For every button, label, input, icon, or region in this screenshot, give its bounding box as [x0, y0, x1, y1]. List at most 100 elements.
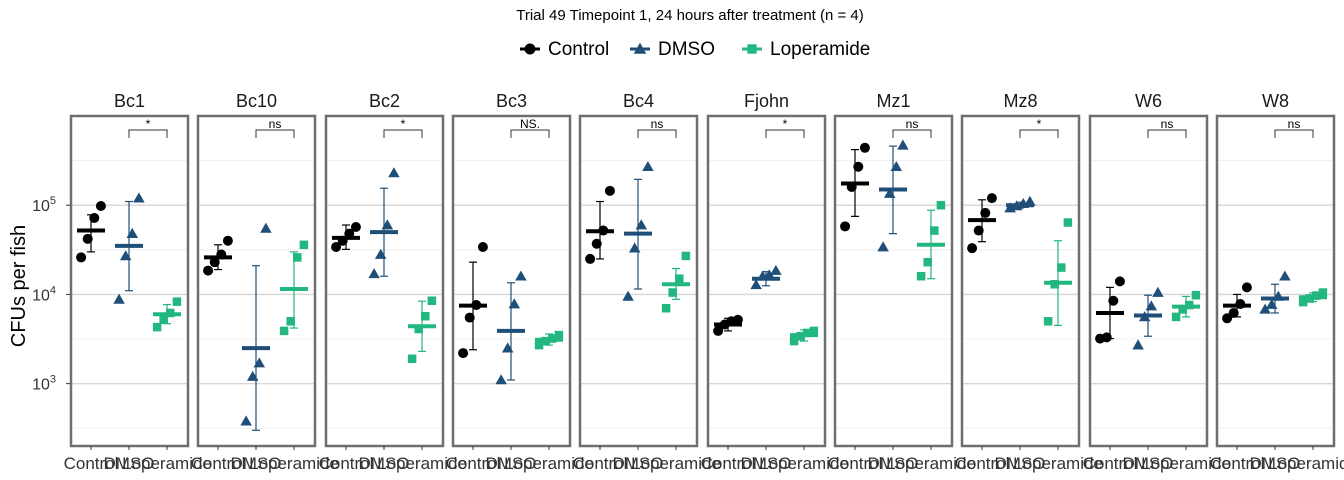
data-point-square — [166, 308, 175, 318]
data-point-circle — [477, 242, 488, 253]
data-point-square — [1050, 280, 1059, 289]
group-control — [1222, 282, 1252, 324]
group-loperamide — [916, 200, 946, 281]
facet-panels: Bc1*ControlDMSOLoperamideBc10nsControlDM… — [64, 91, 1344, 473]
significance-label: NS. — [520, 117, 540, 131]
data-point-circle — [973, 225, 984, 236]
facet-label: Fjohn — [744, 91, 789, 111]
significance-bracket — [1019, 129, 1059, 138]
data-point-circle — [604, 185, 615, 196]
x-tick-label: Control — [64, 454, 119, 473]
legend-label: Control — [548, 39, 609, 60]
data-point-square — [299, 240, 309, 250]
y-axis-label: CFUs per fish — [8, 225, 30, 347]
data-point-square — [1057, 263, 1066, 272]
facet-label: W6 — [1135, 91, 1162, 111]
data-point-square — [803, 328, 812, 338]
x-tick-label: Control — [446, 454, 501, 473]
legend: Control DMSO Loperamide — [520, 39, 870, 60]
x-tick-label: Control — [955, 454, 1010, 473]
group-dmso — [495, 270, 527, 385]
data-point-square — [427, 296, 437, 305]
x-tick-label: DMSO — [359, 454, 410, 473]
x-tick-label: Loperamide — [759, 454, 849, 473]
significance-label: * — [401, 117, 406, 131]
x-tick-label: DMSO — [486, 454, 537, 473]
data-point-triangle — [770, 264, 782, 275]
data-point-circle — [471, 300, 482, 311]
x-tick-label: DMSO — [104, 454, 155, 473]
y-tick-exponent: 3 — [50, 374, 56, 386]
data-point-triangle — [508, 298, 521, 309]
legend-marker-triangle — [633, 42, 647, 54]
data-point-circle — [464, 312, 475, 323]
data-point-triangle — [877, 241, 889, 252]
group-dmso — [240, 222, 272, 431]
facet-label: Bc2 — [369, 91, 400, 111]
group-loperamide — [152, 297, 182, 332]
data-point-square — [548, 334, 557, 343]
x-tick-label: DMSO — [741, 454, 792, 473]
legend-item-dmso: DMSO — [630, 39, 715, 60]
data-point-triangle — [1138, 311, 1151, 322]
data-point-square — [407, 354, 417, 364]
group-control — [458, 242, 488, 359]
data-point-triangle — [126, 227, 139, 238]
group-control — [713, 314, 743, 336]
data-point-square — [286, 317, 295, 326]
group-control — [1095, 276, 1125, 344]
significance-label: ns — [906, 117, 919, 131]
facet-label: W8 — [1262, 91, 1289, 111]
data-point-circle — [986, 193, 997, 204]
data-point-square — [936, 200, 946, 210]
data-point-square — [293, 253, 302, 262]
facet-label: Bc3 — [496, 91, 527, 111]
x-tick-label: DMSO — [1123, 454, 1174, 473]
data-point-circle — [859, 142, 870, 153]
data-point-triangle — [1152, 286, 1164, 297]
legend-marker-circle — [524, 43, 536, 55]
data-point-triangle — [1132, 339, 1144, 350]
significance-bracket — [510, 129, 550, 138]
data-point-square — [668, 288, 677, 297]
data-point-circle — [209, 257, 220, 268]
x-tick-label: Control — [319, 454, 374, 473]
data-point-square — [1185, 300, 1194, 310]
data-point-triangle — [515, 270, 527, 281]
significance-label: ns — [269, 117, 282, 131]
data-point-square — [414, 324, 423, 334]
data-point-triangle — [119, 250, 132, 261]
y-tick-exponent: 5 — [50, 195, 56, 207]
panel-border — [324, 114, 445, 448]
group-control — [203, 235, 233, 276]
x-tick-label: DMSO — [231, 454, 282, 473]
data-point-circle — [980, 207, 991, 218]
data-point-square — [534, 340, 544, 350]
data-point-triangle — [1145, 300, 1158, 311]
group-control — [585, 185, 615, 264]
significance-bracket — [128, 129, 168, 138]
data-point-circle — [1241, 282, 1252, 293]
chart-title: Trial 49 Timepoint 1, 24 hours after tre… — [516, 7, 864, 24]
data-point-circle — [1114, 276, 1125, 287]
data-point-circle — [713, 325, 724, 336]
group-dmso — [1259, 270, 1291, 314]
y-tick-label: 105 — [32, 195, 56, 215]
data-point-circle — [1101, 332, 1112, 343]
x-tick-label: DMSO — [995, 454, 1046, 473]
data-point-square — [930, 226, 939, 235]
x-tick-label: Loperamide — [1141, 454, 1231, 473]
data-point-circle — [732, 314, 743, 325]
data-point-circle — [82, 233, 93, 244]
data-point-square — [661, 303, 671, 313]
data-point-square — [421, 311, 430, 321]
data-point-triangle — [495, 374, 507, 385]
data-point-square — [541, 336, 550, 346]
data-point-circle — [76, 252, 87, 263]
data-point-square — [1312, 291, 1321, 300]
data-point-square — [1305, 294, 1314, 303]
